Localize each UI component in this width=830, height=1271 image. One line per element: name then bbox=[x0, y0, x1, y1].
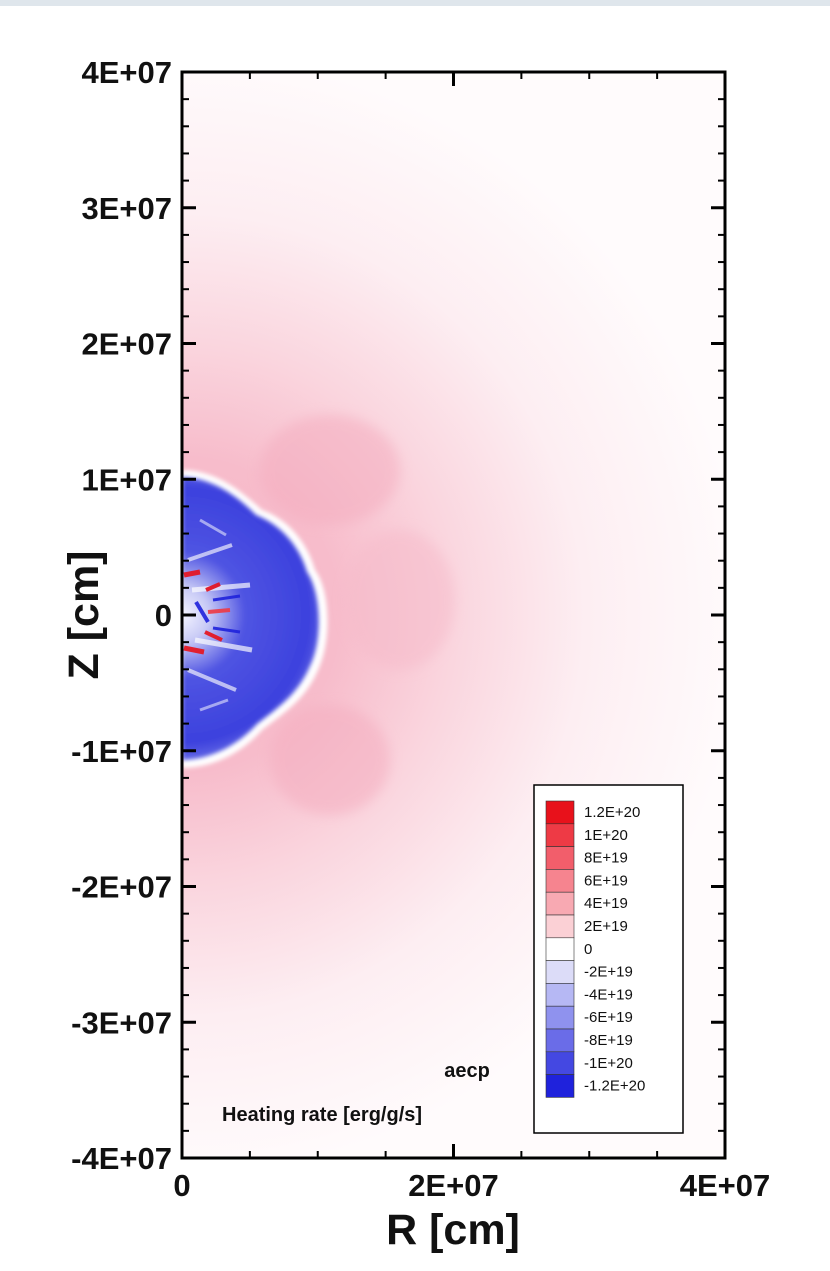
x-tick-label: 2E+07 bbox=[408, 1168, 499, 1203]
y-tick-label: 1E+07 bbox=[81, 462, 172, 497]
colorbar-label: 4E+19 bbox=[584, 895, 628, 912]
y-axis-title: Z [cm] bbox=[60, 551, 108, 680]
colorbar-swatch bbox=[545, 1028, 575, 1053]
colorbar-swatch bbox=[545, 869, 575, 893]
variable-name: aecp bbox=[444, 1060, 490, 1082]
axes: 4E+07 3E+07 2E+07 1E+07 0 -1E+07 -2E+07 -3E+07 -… bbox=[71, 55, 770, 1203]
colorbar-swatch bbox=[545, 983, 575, 1007]
colorbar-label: 2E+19 bbox=[584, 918, 628, 935]
colorbar-swatch bbox=[545, 891, 575, 916]
colorbar-swatch bbox=[545, 1005, 575, 1030]
cooling-region bbox=[182, 470, 328, 768]
colorbar-swatch bbox=[545, 823, 575, 847]
colorbar-swatch bbox=[545, 800, 575, 825]
x-tick-label: 4E+07 bbox=[680, 1168, 771, 1203]
colorbar: 1.2E+20 1E+20 8E+19 6E+19 4E+19 2E+19 0 -2E+19 -… bbox=[545, 800, 645, 1098]
colorbar-swatch bbox=[545, 960, 575, 984]
colorbar-label: -1E+20 bbox=[584, 1055, 633, 1072]
colorbar-legend: 1.2E+20 1E+20 8E+19 6E+19 4E+19 2E+19 0 -2E+19 -… bbox=[533, 784, 684, 1134]
colorbar-label: 1.2E+20 bbox=[584, 804, 640, 821]
colorbar-label: 6E+19 bbox=[584, 872, 628, 889]
y-tick-label: 3E+07 bbox=[81, 191, 172, 226]
colorbar-swatch bbox=[545, 914, 575, 939]
colorbar-label: -8E+19 bbox=[584, 1032, 633, 1049]
y-tick-label: 2E+07 bbox=[81, 327, 172, 362]
colorbar-swatch bbox=[545, 1074, 575, 1098]
cooling-core bbox=[182, 477, 319, 760]
y-tick-label: -2E+07 bbox=[71, 870, 172, 905]
colorbar-label: -2E+19 bbox=[584, 964, 633, 981]
top-border bbox=[0, 0, 830, 6]
colorbar-label: 0 bbox=[584, 941, 592, 958]
y-tick-label: -1E+07 bbox=[71, 734, 172, 769]
colorbar-label: 8E+19 bbox=[584, 850, 628, 867]
y-tick-label: -3E+07 bbox=[71, 1005, 172, 1040]
colorbar-swatch bbox=[545, 846, 575, 870]
x-tick-label: 0 bbox=[173, 1168, 190, 1203]
colorbar-label: 1E+20 bbox=[584, 827, 628, 844]
y-tick-label: -4E+07 bbox=[71, 1141, 172, 1176]
y-tick-label: 0 bbox=[155, 598, 172, 633]
y-tick-label: 4E+07 bbox=[81, 55, 172, 90]
colorbar-label: -4E+19 bbox=[584, 986, 633, 1003]
colorbar-title: Heating rate [erg/g/s] bbox=[222, 1104, 422, 1126]
x-axis-title: R [cm] bbox=[386, 1206, 520, 1254]
colorbar-swatch bbox=[545, 937, 575, 961]
core-streaks bbox=[183, 518, 253, 712]
colorbar-label: -1.2E+20 bbox=[584, 1078, 645, 1095]
colorbar-label: -6E+19 bbox=[584, 1009, 633, 1026]
colorbar-swatch bbox=[545, 1051, 575, 1075]
heating-shell-lobes bbox=[260, 415, 455, 815]
